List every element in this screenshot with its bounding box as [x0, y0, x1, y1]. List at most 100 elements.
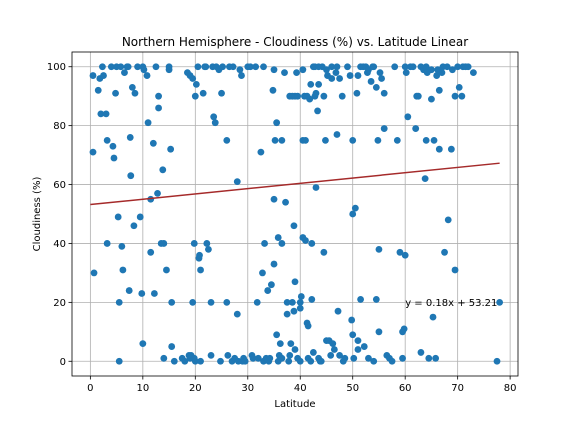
data-point	[428, 95, 435, 103]
data-point	[189, 298, 197, 306]
data-point	[278, 240, 286, 247]
data-point	[320, 248, 328, 256]
data-point	[139, 340, 147, 347]
data-point	[444, 216, 452, 224]
data-point	[194, 63, 202, 71]
data-point	[160, 240, 168, 247]
data-point	[307, 357, 315, 365]
data-point	[348, 316, 356, 324]
data-point	[270, 66, 278, 74]
data-point	[127, 172, 135, 180]
data-point	[401, 63, 409, 71]
data-point	[128, 83, 136, 91]
data-point	[121, 69, 128, 77]
data-point	[308, 296, 316, 303]
data-point	[273, 119, 281, 127]
data-point	[349, 331, 357, 339]
y-tick-label: 80	[53, 121, 66, 132]
data-point	[447, 145, 455, 153]
x-tick-label: 50	[346, 383, 359, 394]
data-point	[103, 136, 111, 144]
data-point	[449, 66, 456, 74]
data-point	[205, 245, 212, 253]
y-tick-label: 20	[53, 298, 66, 309]
data-point	[451, 266, 459, 274]
data-point	[238, 72, 245, 79]
data-point	[291, 346, 299, 353]
data-point	[374, 136, 382, 144]
data-point	[233, 310, 241, 318]
data-point	[283, 298, 291, 306]
data-point	[332, 69, 340, 77]
data-point	[155, 104, 162, 112]
data-point	[304, 322, 312, 330]
y-tick-label: 100	[47, 62, 66, 73]
data-point	[253, 298, 261, 306]
data-point	[333, 63, 341, 71]
x-tick-label: 30	[241, 383, 254, 394]
data-point	[412, 125, 420, 132]
data-point	[421, 175, 429, 183]
data-point	[306, 95, 314, 103]
data-point	[302, 136, 309, 144]
data-point	[422, 63, 430, 71]
data-point	[360, 343, 368, 350]
regression-line-group	[90, 162, 500, 206]
data-point	[163, 266, 170, 274]
data-point	[102, 110, 110, 118]
data-point	[334, 307, 342, 315]
chart-title: Northern Hemisphere - Cloudiness (%) vs.…	[122, 35, 468, 49]
data-point	[247, 63, 254, 71]
data-point	[89, 148, 97, 156]
data-point	[264, 287, 272, 294]
data-point	[211, 119, 219, 127]
data-point	[150, 290, 158, 297]
data-point	[99, 63, 106, 71]
data-point	[380, 125, 388, 132]
data-point	[315, 81, 323, 88]
data-point	[451, 92, 459, 100]
data-point	[441, 248, 448, 256]
axis-ticks: 0 10 20 30 40 50 60 70 80 0 20 40 60 80 100	[47, 62, 517, 394]
data-point	[131, 89, 139, 97]
x-tick-label: 60	[399, 383, 412, 394]
data-point	[134, 63, 141, 71]
data-point	[97, 110, 105, 118]
data-point	[114, 213, 122, 221]
data-point	[429, 313, 437, 321]
data-point	[223, 136, 231, 144]
data-point	[285, 357, 293, 365]
data-point	[219, 63, 226, 71]
data-point	[159, 166, 167, 174]
data-point	[254, 354, 262, 362]
data-point	[287, 340, 295, 347]
data-point	[330, 346, 338, 353]
data-point	[149, 139, 157, 147]
data-point	[296, 298, 304, 306]
data-point	[252, 63, 260, 71]
regression-line	[90, 162, 500, 206]
data-point	[170, 357, 178, 365]
data-point	[370, 357, 378, 365]
data-point	[401, 251, 409, 259]
data-point	[136, 213, 144, 221]
data-point	[224, 351, 232, 359]
data-point	[291, 278, 299, 286]
data-point	[192, 81, 200, 88]
data-point	[218, 89, 225, 97]
data-point	[375, 245, 383, 253]
data-point	[167, 145, 175, 153]
data-point	[271, 136, 279, 144]
data-point	[399, 354, 406, 362]
data-point	[432, 354, 440, 362]
data-point	[344, 63, 351, 71]
data-point	[278, 354, 286, 362]
data-point	[196, 251, 203, 259]
data-point	[329, 340, 337, 347]
data-point	[144, 119, 152, 127]
data-point	[293, 69, 300, 77]
data-point	[147, 248, 155, 256]
data-point	[197, 357, 204, 365]
data-point	[207, 351, 215, 359]
